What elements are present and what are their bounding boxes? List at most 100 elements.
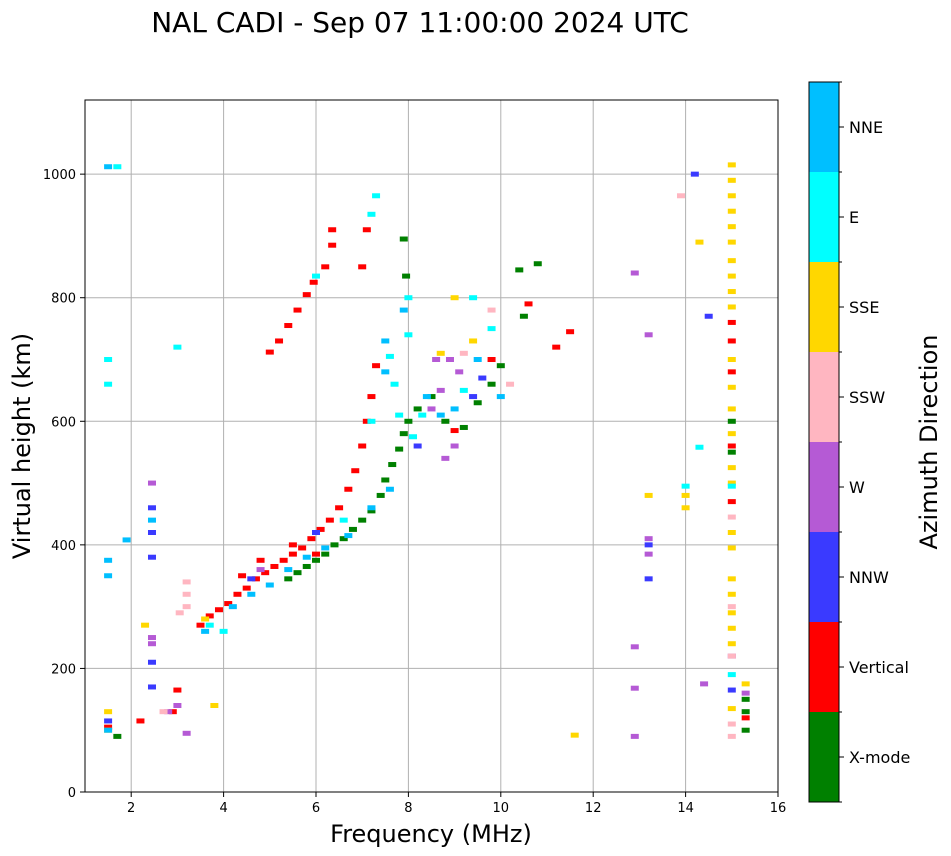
data-point bbox=[104, 381, 113, 387]
data-point bbox=[321, 264, 330, 270]
data-point bbox=[214, 607, 223, 613]
data-point bbox=[487, 381, 496, 387]
data-point bbox=[727, 384, 736, 390]
data-point bbox=[727, 604, 736, 610]
series-vertical bbox=[104, 227, 750, 730]
data-point bbox=[644, 576, 653, 582]
data-point bbox=[275, 338, 284, 344]
grid-lines bbox=[85, 100, 779, 793]
colorbar-tick-label: NNW bbox=[849, 568, 889, 587]
data-point bbox=[367, 418, 376, 424]
data-point bbox=[309, 279, 318, 285]
data-point bbox=[256, 567, 265, 573]
data-point bbox=[328, 227, 337, 233]
data-point bbox=[270, 563, 279, 569]
data-point bbox=[700, 681, 709, 687]
data-point bbox=[552, 344, 561, 350]
y-axis-ticks: 0 200 400 600 800 1000 bbox=[43, 168, 85, 801]
x-tick-label: 14 bbox=[677, 801, 694, 816]
data-point bbox=[147, 659, 156, 665]
data-point bbox=[168, 709, 177, 715]
x-tick-label: 2 bbox=[127, 801, 135, 816]
data-point bbox=[644, 332, 653, 338]
data-point bbox=[741, 681, 750, 687]
data-point bbox=[478, 375, 487, 381]
data-point bbox=[727, 208, 736, 214]
plot-frame bbox=[84, 99, 779, 793]
y-tick-label: 800 bbox=[51, 292, 76, 307]
data-point bbox=[182, 730, 191, 736]
data-point bbox=[727, 721, 736, 727]
data-point bbox=[727, 687, 736, 693]
data-point bbox=[104, 709, 113, 715]
data-point bbox=[741, 696, 750, 702]
data-point bbox=[450, 295, 459, 301]
colorbar-tick-label: Vertical bbox=[849, 658, 909, 677]
y-tick-label: 0 bbox=[68, 786, 76, 801]
data-point bbox=[293, 570, 302, 576]
y-tick-label: 200 bbox=[51, 662, 76, 677]
data-point bbox=[727, 357, 736, 362]
data-point bbox=[284, 323, 293, 329]
data-point bbox=[321, 545, 330, 551]
data-point bbox=[173, 703, 182, 708]
x-axis-label: Frequency (MHz) bbox=[330, 820, 532, 848]
y-tick-label: 600 bbox=[51, 415, 76, 430]
data-point bbox=[450, 443, 459, 449]
data-point bbox=[182, 579, 191, 585]
data-point bbox=[727, 431, 736, 437]
data-point bbox=[381, 369, 390, 375]
colorbar: X-mode Vertical NNW W SSW SSE E NNE bbox=[808, 81, 910, 803]
data-point bbox=[284, 576, 293, 582]
data-point bbox=[727, 591, 736, 597]
data-point bbox=[288, 551, 297, 557]
data-point bbox=[316, 526, 325, 532]
data-point bbox=[182, 591, 191, 597]
data-point bbox=[741, 690, 750, 696]
data-point bbox=[459, 424, 468, 430]
data-point bbox=[147, 641, 156, 647]
colorbar-label: Azimuth Direction bbox=[915, 335, 943, 550]
data-point bbox=[388, 462, 397, 468]
data-point bbox=[506, 381, 515, 387]
data-point bbox=[147, 517, 156, 523]
data-point bbox=[399, 307, 408, 313]
data-point bbox=[339, 517, 348, 523]
colorbar-swatch bbox=[809, 82, 839, 172]
data-point bbox=[727, 449, 736, 455]
colorbar-tick-label: NNE bbox=[849, 118, 883, 137]
data-point bbox=[427, 406, 436, 412]
data-point bbox=[251, 576, 260, 582]
data-point bbox=[487, 326, 496, 332]
data-point bbox=[358, 264, 367, 270]
data-point bbox=[409, 434, 418, 440]
data-point bbox=[284, 567, 293, 573]
data-point bbox=[141, 622, 150, 628]
data-point bbox=[372, 193, 381, 199]
data-point bbox=[288, 542, 297, 548]
chart-title: NAL CADI - Sep 07 11:00:00 2024 UTC bbox=[151, 6, 689, 39]
data-point bbox=[515, 267, 524, 273]
colorbar-tick-label: X-mode bbox=[849, 748, 910, 767]
x-axis-ticks: 2 4 6 8 10 12 14 16 bbox=[127, 792, 786, 816]
data-point bbox=[312, 273, 320, 279]
data-point bbox=[727, 625, 736, 631]
data-point bbox=[399, 431, 408, 437]
colorbar-swatch bbox=[809, 532, 839, 622]
data-point bbox=[247, 591, 256, 597]
data-point bbox=[727, 499, 736, 505]
data-point bbox=[104, 573, 113, 579]
data-point bbox=[358, 517, 367, 523]
data-point bbox=[147, 530, 156, 535]
y-tick-label: 1000 bbox=[43, 168, 76, 183]
data-point bbox=[741, 709, 750, 715]
data-point bbox=[695, 444, 704, 450]
data-point bbox=[727, 239, 736, 245]
series-w bbox=[147, 270, 750, 739]
data-point bbox=[173, 344, 182, 350]
data-point bbox=[487, 307, 496, 313]
data-point bbox=[367, 211, 376, 217]
data-point bbox=[469, 394, 478, 400]
data-point bbox=[362, 418, 371, 424]
